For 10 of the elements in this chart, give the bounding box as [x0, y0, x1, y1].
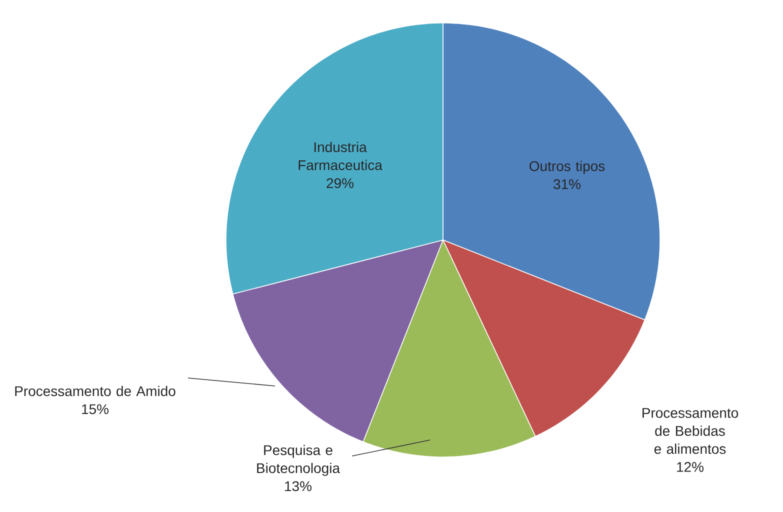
data-label: 13%: [285, 481, 312, 492]
slice-label: Outros tipos: [530, 160, 605, 174]
data-label: 31%: [554, 179, 581, 190]
data-label: 12%: [677, 462, 704, 472]
data-label: 29%: [326, 178, 354, 188]
slice-label: Processamento de Bebidas e alimentos: [642, 408, 738, 454]
slice-label: Processamento de Amido: [15, 386, 176, 396]
data-label: 15%: [82, 404, 109, 414]
slice-label: Industria Farmaceutica: [298, 142, 382, 170]
slice-label: Pesquisa e Biotecnologia: [257, 444, 340, 476]
